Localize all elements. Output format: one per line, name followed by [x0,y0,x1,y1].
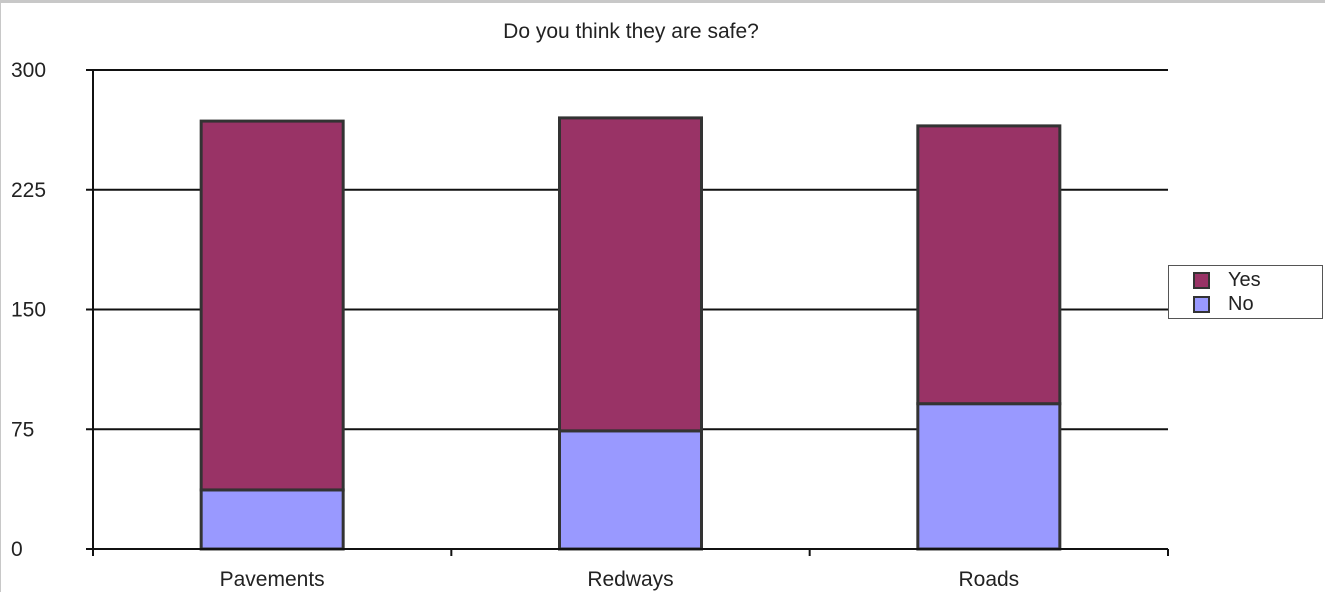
legend-item-yes: Yes [1193,268,1261,292]
bar-no-redways [558,429,703,551]
x-tick-label-redways: Redways [587,568,673,591]
bar-yes-pavements [199,119,345,492]
legend-item-no: No [1193,292,1254,316]
bar-no-pavements [199,488,345,551]
y-tick-label-0: 0 [11,538,23,561]
bar-no-roads [916,402,1062,551]
y-tick-label-75: 75 [11,418,34,441]
legend-swatch-yes [1193,271,1210,289]
x-tick-label-pavements: Pavements [220,568,325,591]
y-tick-label-150: 150 [11,299,46,322]
bar-yes-redways [558,116,703,433]
tick-labels: 0 75 150 225 300 Pavements Redways Roads [11,59,1019,591]
bar-yes-roads [916,124,1062,406]
legend: Yes No [1168,265,1323,319]
y-tick-label-225: 225 [11,179,46,202]
bars [199,116,1062,551]
y-tick-label-300: 300 [11,59,46,82]
legend-label-no: No [1228,293,1254,315]
chart-plot-area: 0 75 150 225 300 Pavements Redways Roads [11,59,1169,591]
legend-swatch-no [1193,295,1210,313]
x-tick-label-roads: Roads [958,568,1019,591]
axes [86,69,1169,556]
legend-label-yes: Yes [1228,269,1261,291]
chart-title: Do you think they are safe? [503,20,759,43]
